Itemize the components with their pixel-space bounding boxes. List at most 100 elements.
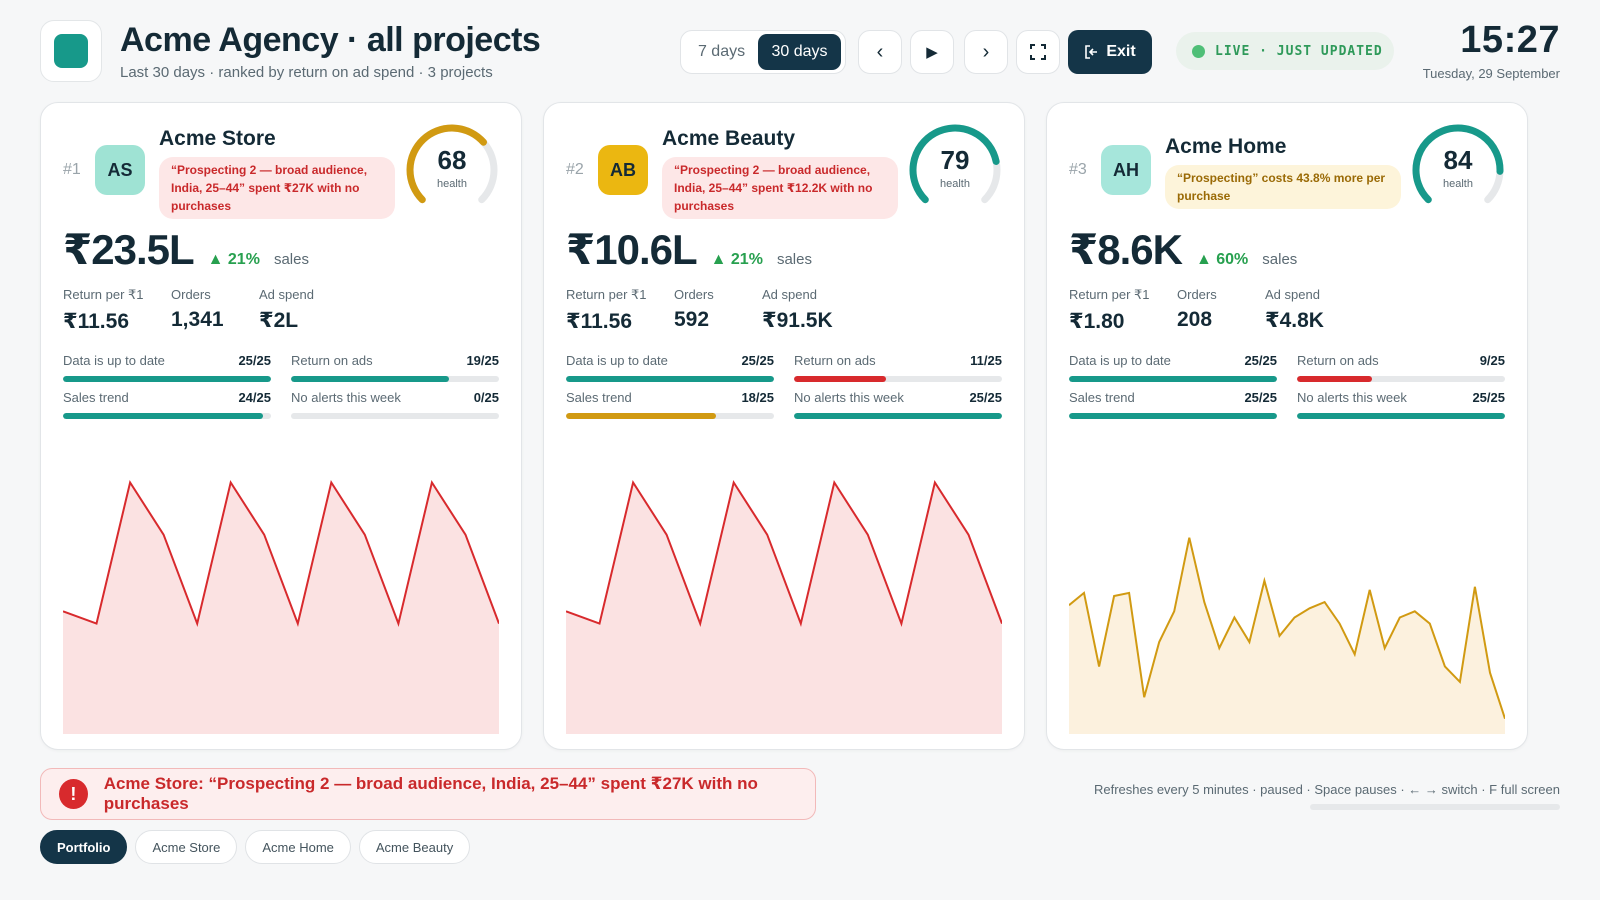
orders-label: Orders xyxy=(674,287,714,302)
check-fill xyxy=(63,413,263,419)
check-score: 11/25 xyxy=(970,353,1002,368)
trend-area xyxy=(566,482,1002,734)
check-header: Sales trend 18/25 xyxy=(566,390,774,405)
ad-spend-label: Ad spend xyxy=(1265,287,1320,302)
tab-acme-home[interactable]: Acme Home xyxy=(245,830,351,864)
check-track xyxy=(63,376,271,382)
return-per-label: Return per ₹1 xyxy=(63,287,144,302)
range-30-days-button[interactable]: 30 days xyxy=(758,34,841,70)
check-label: Return on ads xyxy=(794,353,876,368)
trend-area xyxy=(1069,537,1505,734)
top-alert-banner[interactable]: ! Acme Store: “Prospecting 2 — broad aud… xyxy=(40,768,816,820)
project-card[interactable]: #3 AH Acme Home “Prospecting” costs 43.8… xyxy=(1046,102,1528,750)
page-title: Acme Agency · all projects xyxy=(120,21,541,59)
check-label: Data is up to date xyxy=(63,353,165,368)
refresh-note: Refreshes every 5 minutes · paused · Spa… xyxy=(1093,782,1560,797)
check-score: 25/25 xyxy=(969,390,1002,405)
next-button[interactable]: › xyxy=(964,30,1008,74)
play-icon: ▶ xyxy=(926,44,938,61)
ad-spend-label: Ad spend xyxy=(259,287,314,302)
check-label: Data is up to date xyxy=(1069,353,1171,368)
project-alert-badge: “Prospecting 2 — broad audience, India, … xyxy=(159,157,395,219)
health-ring xyxy=(406,124,498,204)
previous-button[interactable]: ‹ xyxy=(858,30,902,74)
ad-spend-metric: Ad spend ₹91.5K xyxy=(762,287,833,333)
sales-label: sales xyxy=(776,251,812,268)
check-track xyxy=(794,376,1002,382)
health-label: health xyxy=(940,178,970,190)
range-7-days-button[interactable]: 7 days xyxy=(697,43,746,60)
check-header: Data is up to date 25/25 xyxy=(63,353,271,368)
check-track xyxy=(566,376,774,382)
clock-time: 15:27 xyxy=(1460,19,1560,61)
check-score: 25/25 xyxy=(1244,353,1277,368)
health-ring xyxy=(909,124,1001,204)
check-label: Return on ads xyxy=(291,353,373,368)
project-card[interactable]: #2 AB Acme Beauty “Prospecting 2 — broad… xyxy=(543,102,1025,750)
sales-trend-chart xyxy=(1069,537,1505,734)
check-track xyxy=(63,413,271,419)
orders-metric: Orders 592 xyxy=(674,287,714,332)
exit-button[interactable]: Exit xyxy=(1068,30,1152,74)
check-score: 0/25 xyxy=(473,390,499,405)
clock-date: Tuesday, 29 September xyxy=(1422,66,1560,81)
sales-value: ₹10.6L xyxy=(566,226,698,273)
health-check-bar: Data is up to date 25/25 xyxy=(63,353,271,382)
ad-spend-metric: Ad spend ₹4.8K xyxy=(1265,287,1324,333)
project-avatar: AH xyxy=(1101,145,1151,195)
play-button[interactable]: ▶ xyxy=(910,30,954,74)
fullscreen-button[interactable] xyxy=(1016,30,1060,74)
check-header: No alerts this week 0/25 xyxy=(291,390,499,405)
title-block: Acme Agency · all projects Last 30 days … xyxy=(120,20,541,81)
check-score: 25/25 xyxy=(1244,390,1277,405)
ad-spend-value: ₹2L xyxy=(259,309,299,332)
project-name: Acme Beauty xyxy=(662,127,796,150)
check-header: Data is up to date 25/25 xyxy=(1069,353,1277,368)
check-header: Return on ads 11/25 xyxy=(794,353,1002,368)
page-subtitle: Last 30 days · ranked by return on ad sp… xyxy=(120,64,493,81)
project-avatar: AB xyxy=(598,145,648,195)
check-label: Sales trend xyxy=(63,390,129,405)
health-gauge: 79 health xyxy=(908,123,1002,217)
check-label: No alerts this week xyxy=(794,390,904,405)
check-header: No alerts this week 25/25 xyxy=(794,390,1002,405)
tab-acme-store[interactable]: Acme Store xyxy=(135,830,238,864)
return-per-metric: Return per ₹1 ₹11.56 xyxy=(63,287,144,334)
agency-logo xyxy=(40,20,102,82)
health-check-bar: Return on ads 9/25 xyxy=(1297,353,1505,382)
check-score: 9/25 xyxy=(1479,353,1505,368)
project-card[interactable]: #1 AS Acme Store “Prospecting 2 — broad … xyxy=(40,102,522,750)
return-per-metric: Return per ₹1 ₹1.80 xyxy=(1069,287,1150,334)
orders-value: 1,341 xyxy=(171,308,224,331)
health-check-bar: Sales trend 24/25 xyxy=(63,390,271,419)
tab-acme-beauty[interactable]: Acme Beauty xyxy=(358,830,471,864)
check-score: 25/25 xyxy=(238,353,271,368)
check-header: Return on ads 19/25 xyxy=(291,353,499,368)
check-score: 18/25 xyxy=(741,390,774,405)
orders-metric: Orders 1,341 xyxy=(171,287,224,332)
return-per-value: ₹11.56 xyxy=(63,310,130,333)
check-fill xyxy=(1069,413,1277,419)
check-fill xyxy=(794,376,886,382)
clock: 15:27 Tuesday, 29 September xyxy=(1423,20,1560,81)
project-name: Acme Home xyxy=(1165,135,1287,158)
exit-label: Exit xyxy=(1106,43,1136,60)
project-alert-badge: “Prospecting” costs 43.8% more per purch… xyxy=(1165,165,1401,209)
check-track xyxy=(291,376,499,382)
refresh-progress-bar xyxy=(1310,804,1560,810)
sales-trend-chart xyxy=(63,479,499,734)
tab-portfolio[interactable]: Portfolio xyxy=(40,830,128,864)
health-check-bar: No alerts this week 0/25 xyxy=(291,390,499,419)
check-header: Sales trend 25/25 xyxy=(1069,390,1277,405)
orders-value: 592 xyxy=(674,308,710,331)
health-gauge: 84 health xyxy=(1411,123,1505,217)
orders-label: Orders xyxy=(171,287,211,302)
sales-trend-chart xyxy=(566,479,1002,734)
health-label: health xyxy=(1443,178,1473,190)
date-range-toggle: 7 days 30 days xyxy=(680,30,846,74)
check-label: No alerts this week xyxy=(1297,390,1407,405)
orders-label: Orders xyxy=(1177,287,1217,302)
return-per-label: Return per ₹1 xyxy=(566,287,647,302)
check-track xyxy=(1297,413,1505,419)
check-fill xyxy=(566,413,716,419)
